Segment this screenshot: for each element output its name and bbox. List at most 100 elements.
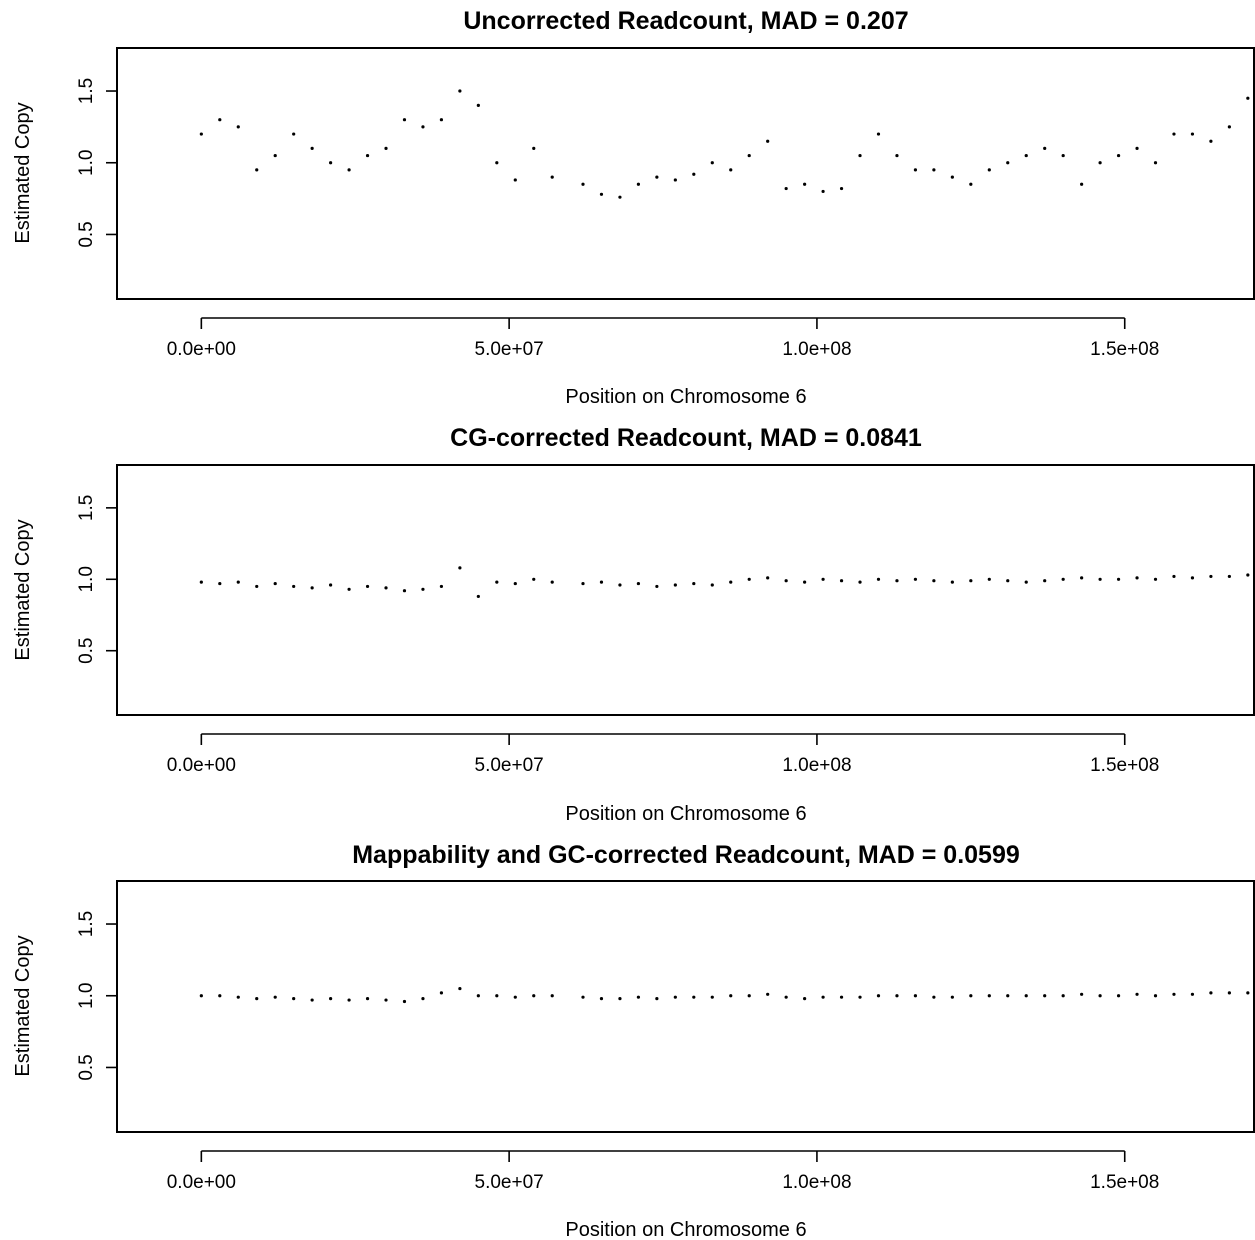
data-point	[255, 997, 259, 1001]
y-tick-label: 0.5	[76, 1054, 97, 1080]
y-tick-label: 1.0	[76, 983, 97, 1009]
data-point	[1172, 132, 1176, 136]
data-point	[329, 161, 333, 165]
data-point	[581, 581, 585, 586]
data-point	[1006, 161, 1010, 165]
data-point	[199, 580, 203, 584]
y-tick-label: 0.5	[76, 638, 97, 664]
data-point	[839, 186, 844, 191]
data-point	[439, 118, 444, 122]
data-point	[1043, 146, 1047, 150]
x-tick-label: 5.0e+07	[475, 1172, 544, 1193]
data-point	[1135, 576, 1139, 580]
data-point	[1043, 994, 1047, 998]
data-point	[599, 580, 604, 584]
data-point	[839, 995, 844, 999]
data-point	[729, 168, 733, 172]
data-point	[1190, 992, 1195, 996]
plot-frame	[116, 464, 1255, 716]
scatter-points	[199, 986, 1250, 1004]
data-point	[1061, 153, 1065, 158]
data-point	[218, 581, 222, 586]
data-point	[329, 997, 333, 1001]
data-point	[784, 995, 788, 999]
data-point	[950, 995, 954, 999]
data-point	[876, 577, 881, 581]
data-point	[310, 586, 314, 590]
panel-mappability-gc-corrected: Mappability and GC-corrected Readcount, …	[12, 841, 1255, 1240]
plot-frame	[116, 47, 1255, 300]
data-point	[1080, 576, 1084, 580]
data-point	[655, 175, 659, 179]
data-point	[532, 577, 536, 581]
data-point	[969, 182, 973, 186]
panel-title: Uncorrected Readcount, MAD = 0.207	[463, 7, 908, 35]
panel-uncorrected: Uncorrected Readcount, MAD = 0.207 0.0e+…	[12, 7, 1255, 408]
data-point	[365, 997, 370, 1001]
data-point	[1227, 574, 1231, 579]
data-point	[273, 581, 277, 586]
y-tick-label: 1.5	[76, 911, 97, 937]
data-point	[292, 132, 296, 136]
data-point	[673, 178, 677, 182]
data-point	[599, 192, 604, 196]
data-point	[618, 997, 622, 1001]
data-point	[1080, 992, 1084, 996]
data-point	[218, 994, 222, 998]
data-point	[1080, 182, 1084, 186]
data-point	[987, 994, 991, 998]
data-point	[199, 132, 203, 136]
data-point	[1098, 161, 1102, 165]
data-point	[421, 587, 425, 591]
data-point	[784, 579, 788, 583]
data-point	[932, 579, 936, 583]
data-point	[1227, 991, 1231, 995]
data-point	[310, 998, 314, 1002]
x-axis: 0.0e+00 5.0e+07 1.0e+08 1.5e+08	[167, 733, 1159, 776]
data-point	[1153, 577, 1158, 581]
x-axis-label: Position on Chromosome 6	[565, 386, 806, 408]
x-tick-label: 5.0e+07	[475, 339, 544, 360]
data-point	[950, 580, 954, 584]
y-axis: 0.5 1.0 1.5	[76, 78, 117, 248]
data-point	[821, 189, 825, 194]
data-point	[1153, 161, 1158, 165]
data-point	[1209, 139, 1213, 143]
data-point	[1172, 992, 1176, 996]
data-point	[236, 995, 240, 999]
data-point	[932, 168, 936, 172]
data-point	[729, 994, 733, 998]
data-point	[1227, 125, 1231, 129]
data-point	[236, 125, 240, 129]
data-point	[1135, 146, 1139, 150]
y-axis-label: Estimated Copy	[12, 935, 34, 1076]
y-axis-label: Estimated Copy	[12, 519, 34, 660]
data-point	[384, 998, 388, 1002]
data-point	[932, 995, 936, 999]
data-point	[1116, 153, 1121, 158]
data-point	[618, 583, 622, 587]
data-point	[876, 994, 881, 998]
data-point	[581, 182, 585, 186]
data-point	[655, 997, 659, 1001]
data-point	[550, 175, 554, 179]
data-point	[476, 994, 480, 998]
data-point	[550, 994, 554, 998]
data-point	[692, 995, 696, 999]
data-point	[347, 587, 351, 591]
data-point	[347, 998, 351, 1002]
data-point	[513, 995, 517, 999]
data-point	[458, 89, 462, 93]
data-point	[987, 168, 991, 172]
data-point	[218, 118, 222, 122]
x-tick-label: 0.0e+00	[167, 1172, 236, 1193]
data-point	[1246, 96, 1250, 100]
data-point	[969, 994, 973, 998]
data-point	[495, 580, 499, 584]
plot-frame	[116, 880, 1255, 1133]
data-point	[692, 172, 696, 176]
x-axis-label: Position on Chromosome 6	[565, 1219, 806, 1240]
y-tick-label: 0.5	[76, 221, 97, 247]
data-point	[476, 594, 480, 599]
data-point	[599, 997, 604, 1001]
